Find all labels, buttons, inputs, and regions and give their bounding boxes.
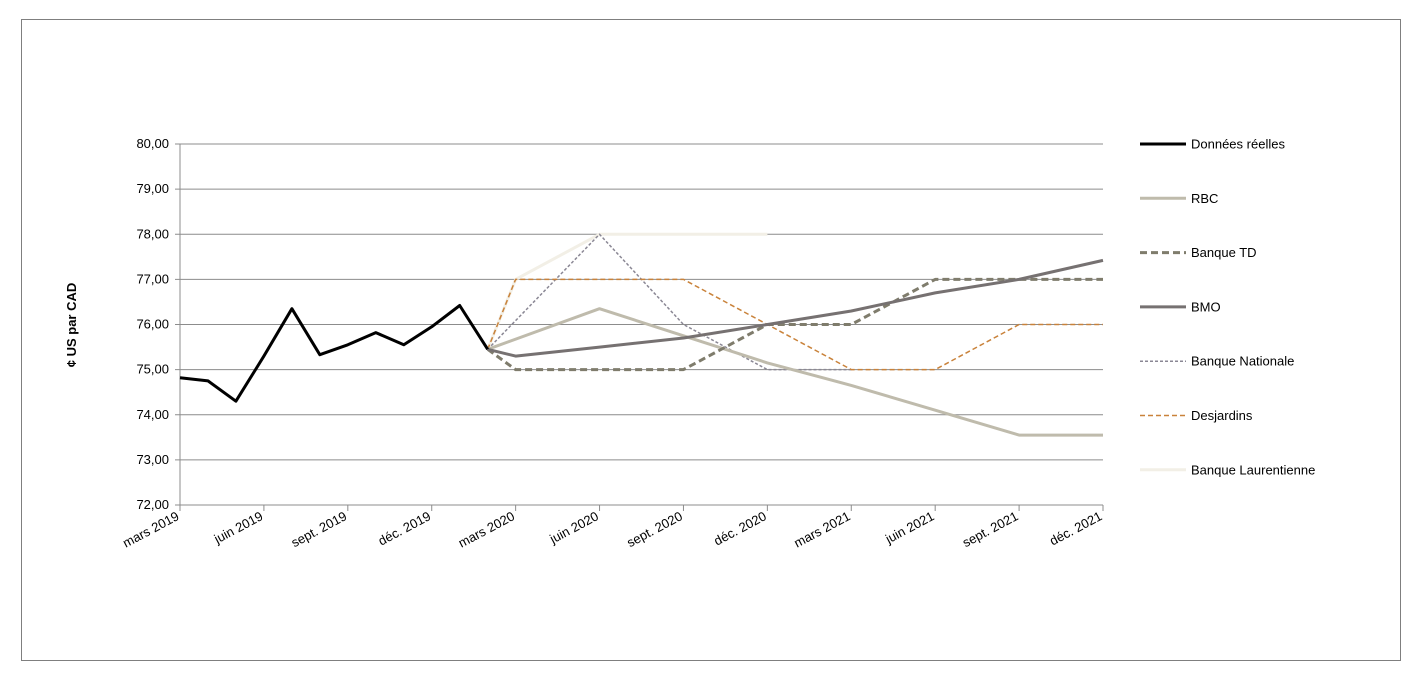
y-tick-label: 74,00 bbox=[136, 407, 169, 422]
gridlines bbox=[175, 143, 1104, 511]
x-tick-label: sept. 2020 bbox=[624, 508, 685, 550]
x-tick-label: juin 2020 bbox=[546, 508, 601, 546]
x-tick-label: sept. 2021 bbox=[960, 508, 1021, 550]
y-tick-label: 73,00 bbox=[136, 452, 169, 467]
y-tick-label: 80,00 bbox=[136, 136, 169, 151]
series-line-bmo bbox=[487, 258, 1104, 358]
x-axis-ticks: mars 2019 juin 2019 sept. 2019 déc. 2019 mar… bbox=[120, 508, 1104, 550]
legend: Données réelles RBC Banque TD BMO Banque Nat… bbox=[1140, 137, 1315, 477]
series-lines bbox=[179, 232, 1104, 437]
series-line-desjardins bbox=[487, 278, 1103, 371]
x-tick-label: mars 2020 bbox=[456, 508, 517, 550]
series-line-rbc bbox=[487, 307, 1103, 437]
series-line-banque-laurentienne bbox=[486, 232, 768, 350]
legend-label: Banque Nationale bbox=[1191, 354, 1294, 369]
legend-label: Banque TD bbox=[1191, 245, 1257, 260]
y-tick-label: 79,00 bbox=[136, 181, 169, 196]
y-tick-label: 75,00 bbox=[136, 362, 169, 377]
legend-label: Banque Laurentienne bbox=[1191, 462, 1315, 477]
legend-label: RBC bbox=[1191, 191, 1218, 206]
x-tick-label: déc. 2020 bbox=[711, 508, 768, 548]
x-tick-label: mars 2019 bbox=[120, 508, 181, 550]
y-axis-label: ¢ US par CAD bbox=[64, 283, 79, 368]
y-tick-label: 76,00 bbox=[136, 317, 169, 332]
series-line-donn-es-r-elles bbox=[179, 304, 489, 403]
series-line-banque-nationale bbox=[487, 233, 852, 371]
y-axis-ticks: 72,00 73,00 74,00 75,00 76,00 77,00 78,00 79,00… bbox=[136, 136, 169, 512]
legend-label: BMO bbox=[1191, 299, 1221, 314]
y-tick-label: 77,00 bbox=[136, 271, 169, 286]
x-tick-label: déc. 2021 bbox=[1047, 508, 1104, 548]
legend-label: Données réelles bbox=[1191, 137, 1285, 152]
x-tick-label: juin 2021 bbox=[882, 508, 937, 546]
x-tick-label: sept. 2019 bbox=[289, 508, 350, 550]
y-tick-label: 78,00 bbox=[136, 226, 169, 241]
legend-label: Desjardins bbox=[1191, 408, 1253, 423]
x-tick-label: mars 2021 bbox=[791, 508, 852, 550]
x-tick-label: déc. 2019 bbox=[376, 508, 433, 548]
y-tick-label: 72,00 bbox=[136, 497, 169, 512]
x-tick-label: juin 2019 bbox=[211, 508, 266, 546]
